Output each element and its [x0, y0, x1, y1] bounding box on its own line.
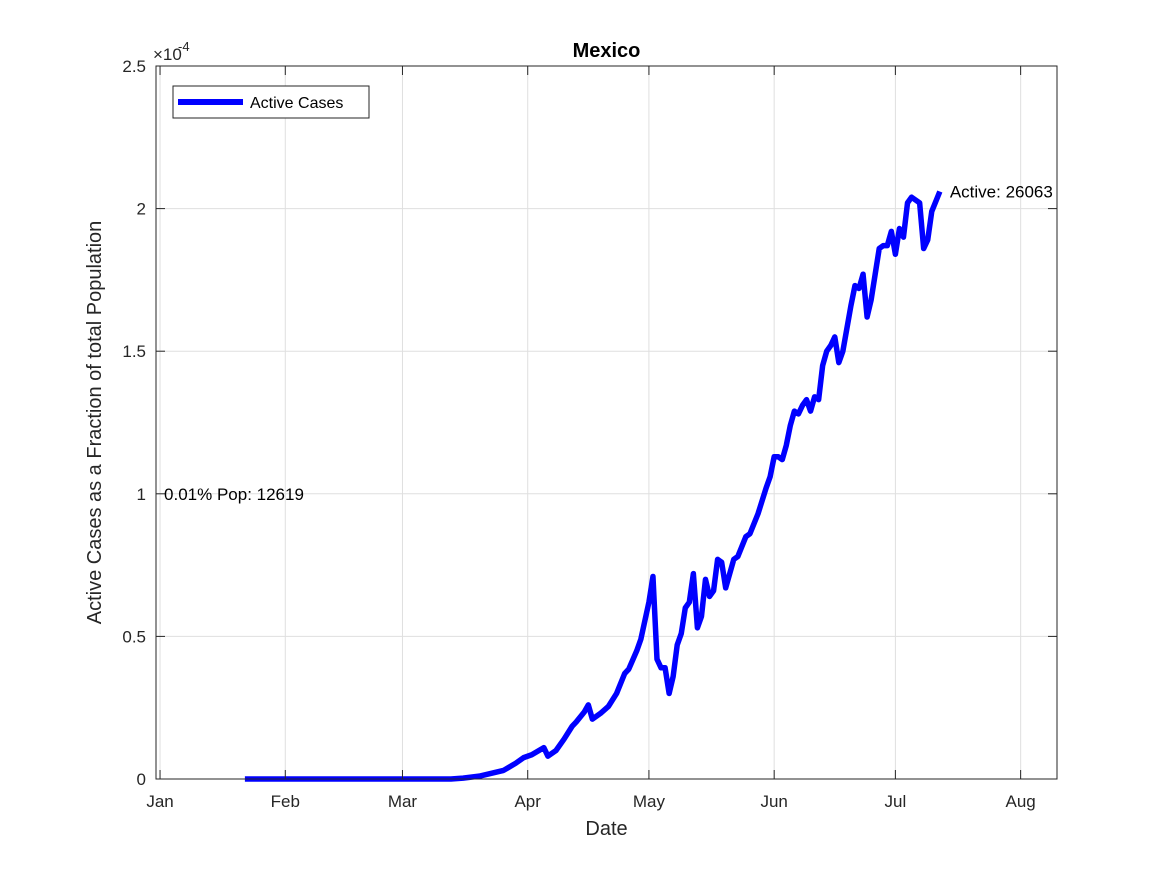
y-tick-label: 1.5	[122, 342, 146, 361]
y-exponent-label: ×10 -4	[153, 39, 190, 64]
y-tick-label: 0.5	[122, 627, 146, 646]
legend-label-active-cases: Active Cases	[250, 95, 343, 112]
annotation-population-threshold: 0.01% Pop: 12619	[164, 485, 304, 504]
y-exponent-power: -4	[178, 39, 190, 54]
annotation-active-count: Active: 26063	[950, 182, 1053, 201]
series-line-active-cases	[244, 190, 943, 782]
x-tick-label: Apr	[514, 792, 541, 811]
x-tick-label: Aug	[1006, 792, 1036, 811]
x-tick-label: May	[633, 792, 666, 811]
x-tick-label: Jan	[146, 792, 173, 811]
y-exponent-base: ×10	[153, 45, 182, 64]
ticks	[156, 65, 1057, 780]
series-layer	[244, 190, 943, 782]
x-tick-label: Feb	[271, 792, 300, 811]
y-tick-label: 2.5	[122, 57, 146, 76]
x-axis-title: Date	[585, 818, 627, 840]
y-tick-label: 2	[137, 200, 146, 219]
x-tick-label: Jun	[760, 792, 787, 811]
y-tick-label: 1	[137, 485, 146, 504]
y-tick-label: 0	[137, 770, 146, 789]
x-tick-label: Jul	[885, 792, 907, 811]
plot-frame	[155, 65, 1058, 780]
annotations: Active: 26063 0.01% Pop: 12619	[164, 182, 1053, 503]
chart-title: Mexico	[573, 40, 641, 62]
x-tick-label: Mar	[388, 792, 418, 811]
legend: Active Cases	[172, 85, 370, 119]
tick-labels: Jan Feb Mar Apr May Jun Jul Aug 0 0.5 1 1.5 2 2.5	[122, 57, 1035, 811]
y-axis-title: Active Cases as a Fraction of total Popu…	[84, 221, 106, 625]
